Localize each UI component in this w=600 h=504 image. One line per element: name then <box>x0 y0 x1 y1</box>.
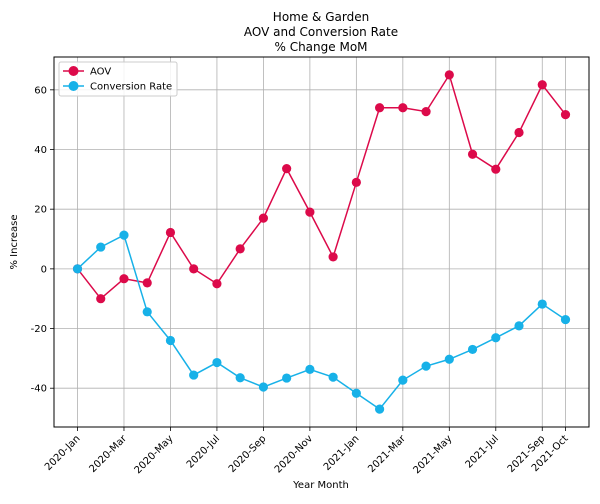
plot-frame <box>53 56 590 428</box>
chart-title-line-2: AOV and Conversion Rate <box>244 25 398 39</box>
data-point-conversion-rate <box>282 373 292 383</box>
data-point-conversion-rate <box>514 321 524 331</box>
y-tick-label: 0 <box>41 264 47 275</box>
chart-title-line-3: % Change MoM <box>274 40 367 54</box>
data-point-aov <box>514 127 524 138</box>
x-tick-label: 2021-Jul <box>464 433 501 470</box>
data-point-aov <box>212 279 222 289</box>
chart-title-line-1: Home & Garden <box>273 10 369 24</box>
data-point-conversion-rate <box>351 388 361 398</box>
x-tick-label: 2020-Mar <box>87 433 129 475</box>
data-point-conversion-rate <box>328 372 338 382</box>
legend-label-conversion-rate: Conversion Rate <box>90 82 172 93</box>
data-point-conversion-rate <box>189 370 199 380</box>
data-point-conversion-rate <box>96 242 106 252</box>
data-point-conversion-rate <box>491 333 501 343</box>
data-point-aov <box>351 177 361 187</box>
x-tick-label: 2020-Jul <box>185 433 222 470</box>
data-point-conversion-rate <box>467 344 478 355</box>
x-tick-label: 2020-Jan <box>43 433 83 473</box>
data-point-aov <box>444 70 454 80</box>
data-point-conversion-rate <box>305 364 315 375</box>
data-point-conversion-rate <box>421 361 431 371</box>
y-tick-label: 20 <box>34 205 47 216</box>
data-point-aov <box>119 274 129 284</box>
data-point-aov <box>235 244 245 254</box>
y-tick-label: 40 <box>34 145 47 156</box>
data-point-conversion-rate <box>398 375 408 385</box>
data-point-aov <box>189 264 199 274</box>
chart-title: Home & Garden AOV and Conversion Rate % … <box>244 10 398 54</box>
x-tick-label: 2021-May <box>411 433 454 476</box>
x-tick-label: 2021-Jan <box>322 433 362 473</box>
data-point-aov <box>96 294 106 304</box>
y-tick-label: -40 <box>31 384 47 395</box>
data-point-aov <box>374 103 385 113</box>
data-point-aov <box>282 163 292 174</box>
data-point-conversion-rate <box>258 382 269 392</box>
series-aov <box>72 70 571 304</box>
legend-marker-aov <box>68 66 79 76</box>
series-lines <box>72 70 571 414</box>
axis-ticks: 2020-Jan 2020-Mar 2020-May 2020-Jul 2020-Sep… <box>31 85 571 476</box>
data-point-conversion-rate <box>560 314 571 325</box>
data-point-conversion-rate <box>119 230 129 240</box>
data-point-conversion-rate <box>72 264 83 274</box>
data-point-aov <box>328 252 338 262</box>
data-point-aov <box>165 227 176 238</box>
data-point-aov <box>398 103 408 113</box>
data-point-aov <box>491 164 501 174</box>
data-point-aov <box>560 109 571 120</box>
y-axis-label: % Increase <box>9 215 20 270</box>
data-point-aov <box>142 278 152 288</box>
legend-label-aov: AOV <box>90 67 111 78</box>
data-point-conversion-rate <box>235 373 245 383</box>
data-point-aov <box>537 80 547 90</box>
data-point-conversion-rate <box>212 357 222 368</box>
x-tick-label: 2020-Nov <box>273 433 315 475</box>
series-conversion-rate <box>72 230 571 414</box>
series-line-conversion-rate <box>76 234 566 411</box>
y-tick-label: -20 <box>31 324 47 335</box>
data-point-conversion-rate <box>374 404 385 414</box>
data-point-conversion-rate <box>444 354 454 364</box>
x-tick-label: 2020-May <box>133 433 176 476</box>
data-point-conversion-rate <box>165 335 176 346</box>
grid-lines <box>54 57 589 427</box>
legend: AOV Conversion Rate <box>58 61 178 97</box>
data-point-aov <box>305 207 315 217</box>
x-axis-label: Year Month <box>292 480 349 491</box>
y-tick-label: 60 <box>34 85 47 96</box>
x-tick-label: 2021-Mar <box>366 433 408 475</box>
x-tick-label: 2020-Sep <box>227 433 269 475</box>
data-point-aov <box>467 149 478 159</box>
data-point-conversion-rate <box>142 307 152 317</box>
data-point-aov <box>258 213 269 223</box>
data-point-aov <box>421 107 431 117</box>
legend-box <box>58 61 178 97</box>
series-line-aov <box>76 73 567 300</box>
legend-marker-conversion-rate <box>68 81 79 91</box>
data-point-conversion-rate <box>537 299 547 309</box>
